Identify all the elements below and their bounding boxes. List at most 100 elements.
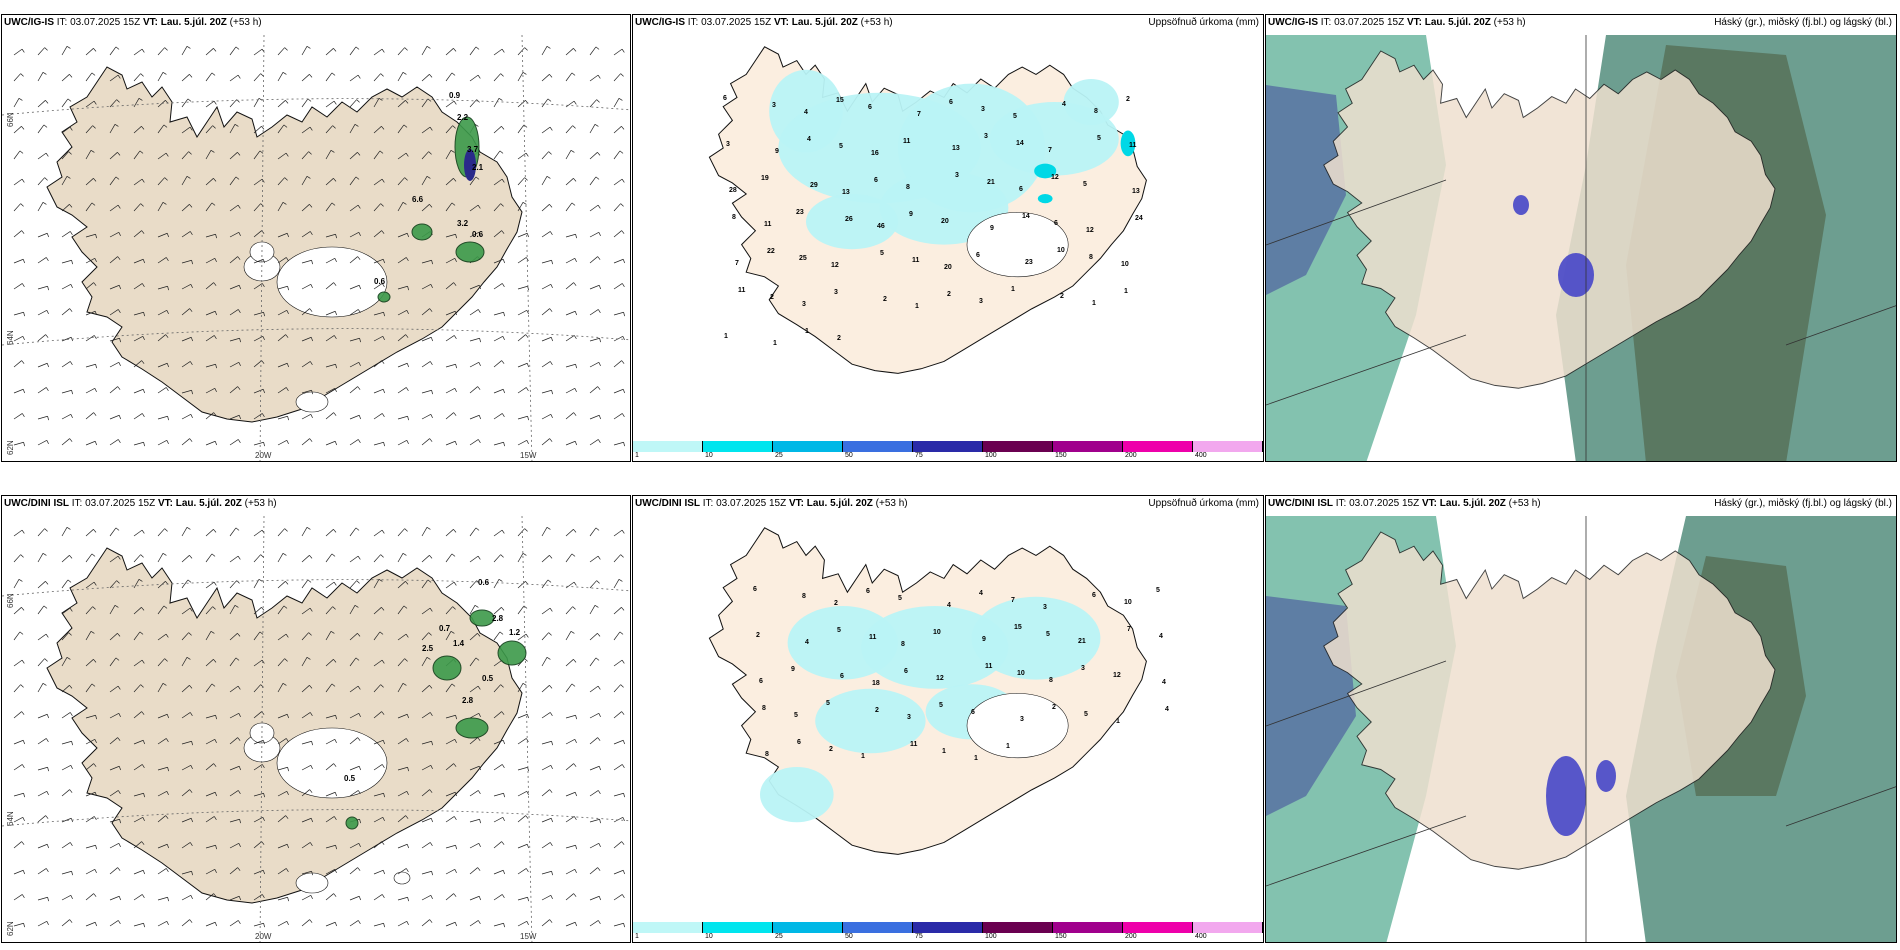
wind-barb xyxy=(349,46,357,56)
wind-barb-feather xyxy=(549,204,553,208)
wind-barb xyxy=(517,815,526,823)
wind-barb xyxy=(397,766,408,771)
wind-barb-feather xyxy=(546,657,551,660)
parallel-64n xyxy=(2,809,630,827)
wind-barb-feather xyxy=(475,176,480,180)
wind-barb xyxy=(85,125,93,134)
wind-barb xyxy=(181,126,191,134)
wind-barb-feather xyxy=(93,100,97,105)
wind-barb xyxy=(493,126,502,134)
wind-barb-feather xyxy=(381,841,385,845)
wind-barb xyxy=(301,685,310,693)
wind-barb-feather xyxy=(238,415,241,420)
wind-barb-feather xyxy=(595,657,600,661)
wind-barb xyxy=(277,581,286,589)
wind-barb-feather xyxy=(260,684,264,688)
wind-barb xyxy=(421,126,431,134)
wind-barb-feather xyxy=(284,658,288,662)
wind-barb-feather xyxy=(525,257,529,261)
wind-barb xyxy=(301,712,311,719)
wind-barb-feather xyxy=(574,869,577,874)
wind-barb-feather xyxy=(117,555,121,560)
wind-barb-feather xyxy=(334,388,337,393)
wind-barb xyxy=(469,580,477,589)
wind-barb xyxy=(301,919,310,927)
precip-value: 28 xyxy=(729,187,737,194)
wind-barb xyxy=(61,151,69,160)
wind-barb xyxy=(37,257,47,264)
wind-barb xyxy=(541,579,549,589)
wind-barb-feather xyxy=(429,555,433,559)
wind-barb-feather xyxy=(381,48,385,53)
precip-value: 1 xyxy=(915,303,919,310)
precip-value: 4 xyxy=(804,109,808,116)
wind-barb xyxy=(277,257,287,264)
wind-barb xyxy=(301,894,311,901)
wind-barb xyxy=(109,386,118,394)
wind-barb-feather xyxy=(500,684,504,688)
wind-barb-feather xyxy=(595,527,600,531)
wind-barb xyxy=(397,72,404,82)
wind-barb-feather xyxy=(454,739,457,744)
wind-barb xyxy=(205,72,213,82)
wind-barb xyxy=(13,554,21,563)
colorbar-tick: 75 xyxy=(915,933,923,940)
wind-barb-feather xyxy=(430,337,433,342)
wind-barb-feather xyxy=(501,607,505,611)
wind-barb-feather xyxy=(45,633,49,638)
colorbar-cell xyxy=(1193,441,1263,452)
wind-barb xyxy=(61,98,69,108)
wind-barb-feather xyxy=(262,870,265,875)
precip-value: 11 xyxy=(1129,142,1137,149)
wind-barb-feather xyxy=(454,258,457,263)
wind-barb xyxy=(181,283,191,290)
wind-barb xyxy=(13,441,24,446)
wind-barb xyxy=(37,713,48,719)
wind-barb-feather xyxy=(453,48,457,52)
wind-barb xyxy=(13,126,22,134)
wind-barb-feather xyxy=(623,793,625,798)
wind-barb xyxy=(301,657,308,667)
wind-barb xyxy=(541,231,551,238)
wind-barb-feather xyxy=(237,439,241,443)
wind-barb xyxy=(397,896,408,901)
wind-barb-feather xyxy=(69,126,73,131)
wind-barb xyxy=(469,555,479,563)
wind-barb xyxy=(37,683,44,693)
colorbar-cell xyxy=(1053,441,1123,452)
wind-barb-feather xyxy=(68,151,72,155)
wind-barb-feather xyxy=(162,553,167,556)
wind-barb-feather xyxy=(406,844,409,849)
wind-barb xyxy=(37,658,45,667)
wind-barb xyxy=(277,387,287,394)
wind-barb-feather xyxy=(260,73,264,77)
precip-value: 3 xyxy=(955,172,959,179)
wind-barb xyxy=(109,337,120,342)
wind-barb-feather xyxy=(94,792,97,797)
wind-barb xyxy=(61,283,71,290)
wind-barb-feather xyxy=(382,740,385,745)
wind-barb xyxy=(205,48,214,56)
wind-barb-feather xyxy=(549,438,553,442)
wind-barb xyxy=(589,867,598,875)
wind-barb-feather xyxy=(499,631,504,635)
wind-barb xyxy=(373,684,381,693)
precip-value: 5 xyxy=(1083,181,1087,188)
wind-barb-feather xyxy=(501,841,505,845)
wind-barb xyxy=(541,657,548,667)
wind-barb-feather xyxy=(20,73,24,77)
wind-barb-feather xyxy=(383,442,385,447)
wind-barb-feather xyxy=(285,815,289,819)
wind-barb-feather xyxy=(549,74,553,78)
wind-barb xyxy=(373,311,384,316)
wind-barb-feather xyxy=(21,48,25,53)
wind-barb-feather xyxy=(431,741,433,746)
wind-barb-feather xyxy=(45,387,49,391)
wind-barb xyxy=(613,579,620,589)
wind-barb xyxy=(277,285,288,290)
precip-value: 23 xyxy=(796,209,804,216)
wind-barb-feather xyxy=(402,72,407,75)
wind-barb-feather xyxy=(118,896,121,901)
wind-barb-feather xyxy=(114,124,119,127)
wind-barb xyxy=(421,527,428,537)
